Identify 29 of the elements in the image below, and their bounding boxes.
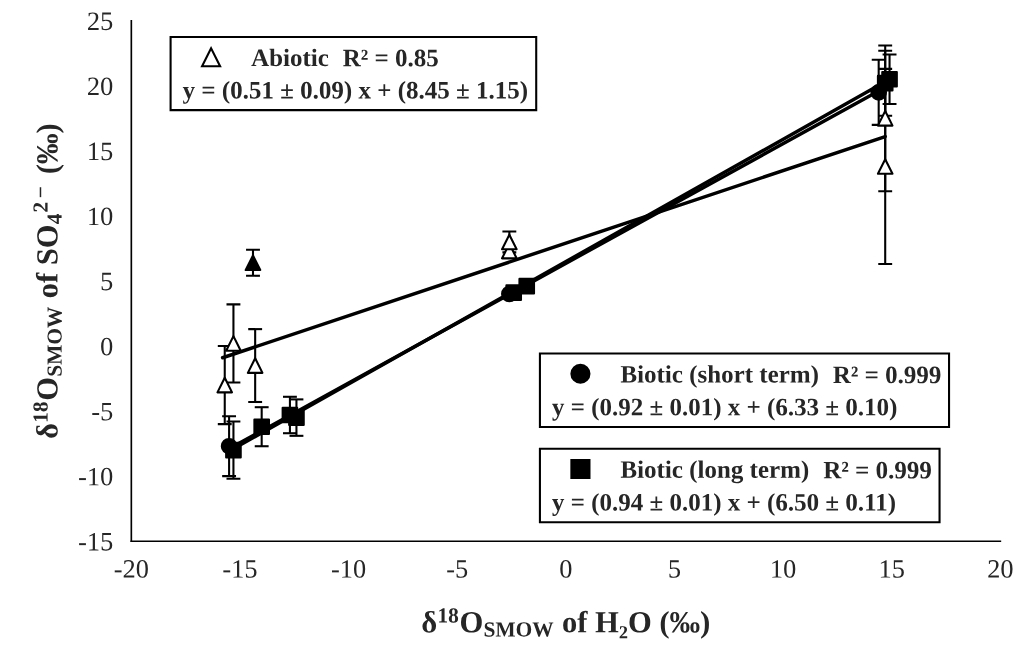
y-tick-label: -15: [79, 532, 113, 551]
y-tick-label: 15: [89, 142, 113, 161]
annotation: y = (0.92 ± 0.01) x + (6.33 ± 0.10): [552, 397, 897, 421]
x-tick-label: -5: [447, 560, 468, 578]
x-tick-label: -15: [223, 560, 257, 578]
x-tick-label: 5: [669, 560, 681, 578]
y-tick-label: 25: [88, 12, 113, 31]
x-axis-title: δ$^{18}$O$_{SMOW}$ of H₂O (‰): [422, 608, 709, 639]
legend-label: Biotic (short term): [620, 365, 818, 388]
y-tick-label: 0: [101, 337, 113, 356]
annotation: R² = 0.999: [823, 461, 931, 479]
x-tick-label: 15: [880, 560, 904, 578]
annotation: y = (0.51 ± 0.09) x + (8.45 ± 1.15): [182, 81, 527, 104]
annotation: y = (0.94 ± 0.01) x + (6.50 ± 0.11): [552, 493, 895, 516]
annotation: R² = 0.999: [833, 366, 941, 384]
x-tick-label: 20: [988, 560, 1013, 578]
x-tick-label: 0: [560, 560, 572, 578]
annotation: R² = 0.85: [343, 49, 438, 67]
y-axis-title: δ$^{18}$O$_{SMOW}$ of SO$_{4}$$^{2−}$ (‰): [33, 124, 64, 438]
x-tick-label: -10: [331, 560, 366, 578]
y-tick-label: 10: [89, 207, 113, 226]
y-tick-label: -10: [79, 467, 113, 486]
y-tick-label: 20: [88, 77, 113, 96]
legend-label: Biotic (long term): [620, 460, 809, 484]
x-tick-label: 10: [772, 560, 796, 578]
y-tick-label: 5: [101, 272, 113, 291]
x-tick-label: -20: [114, 560, 148, 578]
y-tick-label: -5: [92, 402, 113, 421]
legend-label: Abiotic: [251, 48, 329, 67]
